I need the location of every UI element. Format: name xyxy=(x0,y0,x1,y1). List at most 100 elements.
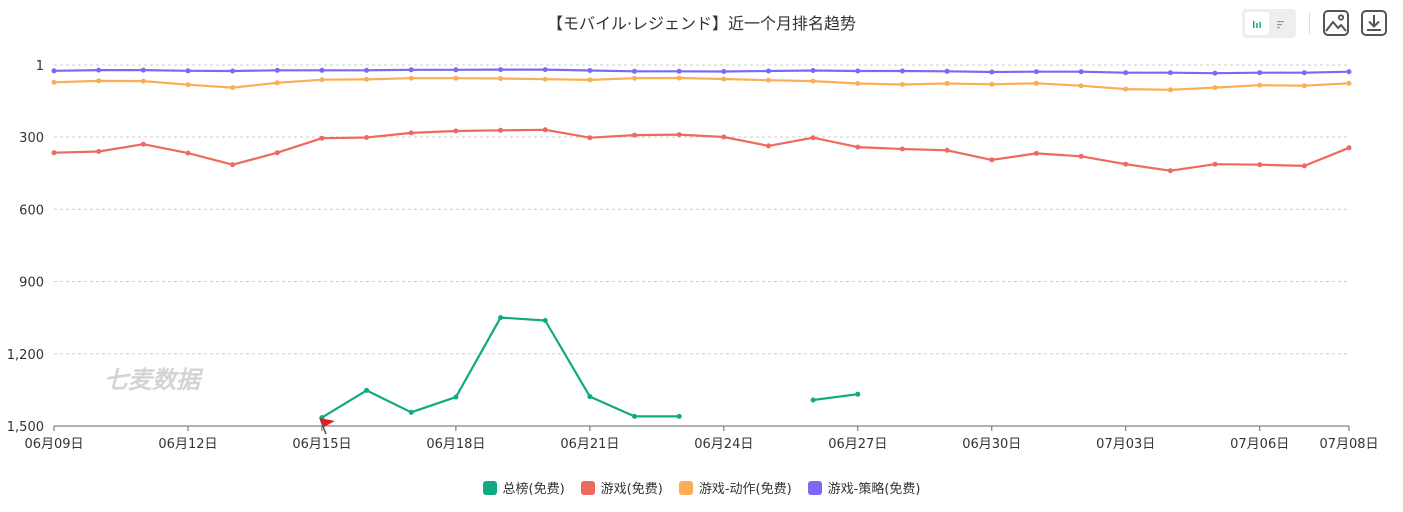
legend: 总榜(免费) 游戏(免费) 游戏-动作(免费) 游戏-策略(免费) xyxy=(0,478,1403,497)
data-point xyxy=(1123,70,1129,76)
view-toggle[interactable] xyxy=(1242,9,1296,38)
save-image-icon[interactable] xyxy=(1322,9,1350,37)
series-0 xyxy=(319,315,861,421)
x-tick-label: 06月21日 xyxy=(560,437,619,452)
data-point xyxy=(632,75,637,81)
data-point xyxy=(1212,70,1218,76)
data-point xyxy=(542,318,548,323)
data-point xyxy=(855,68,861,74)
series-line xyxy=(53,76,1350,91)
data-point xyxy=(1346,69,1352,75)
series-1 xyxy=(51,127,1352,174)
data-point xyxy=(542,127,548,133)
data-point xyxy=(453,394,459,400)
download-icon[interactable] xyxy=(1360,9,1388,37)
data-point xyxy=(1257,82,1263,88)
data-point xyxy=(453,128,459,134)
data-point xyxy=(51,150,57,156)
data-point xyxy=(899,68,905,74)
data-point xyxy=(51,79,57,85)
data-point xyxy=(632,413,637,419)
legend-swatch xyxy=(580,480,595,495)
series-line xyxy=(53,68,1350,75)
legend-label: 游戏(免费) xyxy=(600,482,663,497)
series-2 xyxy=(51,75,1352,93)
data-point xyxy=(1033,69,1039,75)
toolbar-divider xyxy=(1309,12,1310,34)
data-point xyxy=(989,157,995,163)
legend-label: 游戏-策略(免费) xyxy=(827,482,921,497)
data-point xyxy=(1212,85,1218,91)
y-axis: 1 300 600 900 1,200 1,500 xyxy=(7,59,44,435)
data-point xyxy=(944,68,950,74)
flag-pole xyxy=(319,417,327,435)
data-point xyxy=(140,78,146,84)
data-point xyxy=(319,67,325,73)
data-point xyxy=(408,75,414,81)
data-point xyxy=(140,141,146,147)
data-point xyxy=(96,78,102,84)
data-point xyxy=(364,67,370,73)
data-point xyxy=(185,150,191,156)
data-point xyxy=(498,76,504,81)
series-3 xyxy=(51,67,1352,76)
x-tick-label: 06月24日 xyxy=(694,437,753,452)
data-point xyxy=(185,82,191,88)
data-point xyxy=(1346,80,1352,86)
data-point xyxy=(1301,163,1307,169)
legend-swatch xyxy=(678,480,693,495)
y-tick-label: 600 xyxy=(19,203,44,218)
data-point xyxy=(899,82,905,87)
x-tick-label: 07月08日 xyxy=(1319,437,1378,452)
data-point xyxy=(319,77,325,83)
data-point xyxy=(140,67,146,73)
data-point xyxy=(230,162,236,168)
legend-item-1[interactable]: 游戏(免费) xyxy=(580,478,663,497)
data-point xyxy=(721,134,727,140)
x-tick-label: 06月30日 xyxy=(962,437,1021,452)
data-point xyxy=(1033,80,1039,86)
legend-item-0[interactable]: 总榜(免费) xyxy=(482,478,565,497)
data-point xyxy=(364,76,370,82)
y-tick-label: 300 xyxy=(19,131,44,146)
data-point xyxy=(810,397,816,403)
data-point xyxy=(185,68,191,74)
data-point xyxy=(274,67,280,73)
x-tick-label: 07月06日 xyxy=(1230,437,1289,452)
data-point xyxy=(810,68,816,73)
data-point xyxy=(1078,83,1084,89)
legend-swatch xyxy=(482,480,497,495)
data-point xyxy=(274,150,280,156)
data-point xyxy=(1123,161,1129,167)
data-point xyxy=(1346,145,1352,151)
data-point xyxy=(587,68,593,73)
data-point xyxy=(810,135,816,141)
data-point xyxy=(766,143,771,149)
legend-item-3[interactable]: 游戏-策略(免费) xyxy=(807,478,921,497)
data-point xyxy=(1078,69,1084,75)
data-point xyxy=(1257,70,1263,76)
y-tick-label: 1 xyxy=(36,59,44,74)
data-point xyxy=(230,85,236,91)
legend-item-2[interactable]: 游戏-动作(免费) xyxy=(678,478,792,497)
data-point xyxy=(319,135,325,141)
data-point xyxy=(1167,70,1173,76)
table-view-icon[interactable] xyxy=(1269,12,1293,35)
data-point xyxy=(96,149,102,154)
data-point xyxy=(899,146,905,152)
data-point xyxy=(587,77,593,83)
data-point xyxy=(676,75,682,81)
data-point xyxy=(766,68,771,74)
legend-label: 总榜(免费) xyxy=(502,482,565,497)
legend-swatch xyxy=(807,480,822,495)
data-point xyxy=(453,67,459,73)
line-chart-icon[interactable] xyxy=(1245,12,1269,35)
flag-marker xyxy=(319,417,335,435)
x-axis: 06月09日 06月12日 06月15日 06月18日 06月21日 06月24日 06月2… xyxy=(24,426,1379,452)
x-tick-label: 06月18日 xyxy=(426,437,485,452)
data-point xyxy=(1257,162,1263,168)
chart-title: 【モバイル·レジェンド】近一个月排名趋势 xyxy=(546,14,857,33)
data-point xyxy=(676,68,682,74)
data-point xyxy=(1167,87,1173,93)
